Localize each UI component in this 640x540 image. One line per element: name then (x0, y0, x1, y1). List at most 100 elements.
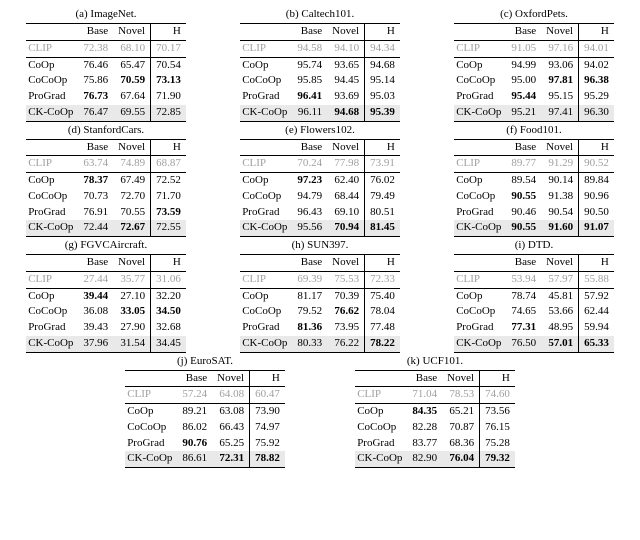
value-cell: 72.85 (151, 105, 186, 121)
method-row: CoCoOp86.0266.4374.97 (125, 420, 285, 436)
header-novel: Novel (212, 370, 249, 387)
header-h: H (250, 370, 285, 387)
method-label: CoOp (26, 57, 78, 73)
value-cell: 86.02 (177, 420, 212, 436)
value-cell: 80.51 (365, 205, 400, 221)
method-label: CK-CoOp (454, 105, 506, 121)
value-cell: 96.30 (579, 105, 614, 121)
value-cell: 76.02 (365, 173, 400, 189)
value-cell: 80.33 (292, 336, 327, 352)
header-row: BaseNovelH (355, 370, 515, 387)
panel-d: (d) StanfordCars. BaseNovelHCLIP63.7474.… (6, 122, 206, 238)
method-row: CoOp89.5490.1489.84 (454, 173, 614, 189)
value-cell: 74.65 (506, 304, 541, 320)
method-row: ProGrad77.3148.9559.94 (454, 320, 614, 336)
value-cell: 91.07 (579, 220, 614, 236)
panel-h: (h) SUN397. BaseNovelHCLIP69.3975.5372.3… (220, 237, 420, 353)
value-cell: 77.98 (327, 156, 364, 173)
value-cell: 73.91 (365, 156, 400, 173)
value-cell: 36.08 (78, 304, 113, 320)
value-cell: 76.47 (78, 105, 113, 121)
value-cell: 60.47 (250, 387, 285, 404)
method-label: CoCoOp (454, 189, 506, 205)
method-row: CoCoOp75.8670.5973.13 (26, 73, 186, 89)
value-cell: 75.28 (480, 436, 515, 452)
method-row: CK-CoOp80.3376.2278.22 (240, 336, 400, 352)
value-cell: 74.97 (250, 420, 285, 436)
value-cell: 65.33 (579, 336, 614, 352)
value-cell: 95.03 (365, 89, 400, 105)
value-cell: 55.88 (579, 271, 614, 288)
value-cell: 90.50 (579, 205, 614, 221)
method-row: CK-CoOp37.9631.5434.45 (26, 336, 186, 352)
value-cell: 94.68 (365, 57, 400, 73)
value-cell: 31.54 (113, 336, 150, 352)
value-cell: 72.55 (151, 220, 186, 236)
value-cell: 39.43 (78, 320, 113, 336)
clip-row: CLIP27.4435.7731.06 (26, 271, 186, 288)
panel-f: (f) Food101. BaseNovelHCLIP89.7791.2990.… (434, 122, 634, 238)
method-row: CK-CoOp95.5670.9481.45 (240, 220, 400, 236)
header-method (355, 370, 407, 387)
panel-c: (c) OxfordPets. BaseNovelHCLIP91.0597.16… (434, 6, 634, 122)
value-cell: 81.45 (365, 220, 400, 236)
header-method (26, 139, 78, 156)
header-novel: Novel (113, 255, 150, 272)
method-label: CK-CoOp (26, 220, 78, 236)
value-cell: 97.41 (541, 105, 578, 121)
panel-i: (i) DTD. BaseNovelHCLIP53.9457.9755.88Co… (434, 237, 634, 353)
method-row: CoOp78.3767.4972.52 (26, 173, 186, 189)
panel-caption: (a) ImageNet. (6, 6, 206, 23)
method-row: CK-CoOp96.1194.6895.39 (240, 105, 400, 121)
value-cell: 65.25 (212, 436, 249, 452)
value-cell: 94.34 (365, 40, 400, 57)
method-label: CLIP (26, 40, 78, 57)
results-table: BaseNovelHCLIP57.2464.0860.47CoOp89.2163… (125, 370, 285, 469)
method-row: CoOp94.9993.0694.02 (454, 57, 614, 73)
method-row: CoCoOp90.5591.3890.96 (454, 189, 614, 205)
clip-row: CLIP91.0597.1694.01 (454, 40, 614, 57)
method-row: CoCoOp95.0097.8196.38 (454, 73, 614, 89)
results-table: BaseNovelHCLIP89.7791.2990.52CoOp89.5490… (454, 139, 614, 238)
header-base: Base (78, 255, 113, 272)
value-cell: 71.70 (151, 189, 186, 205)
method-row: CoCoOp70.7372.7071.70 (26, 189, 186, 205)
method-row: CK-CoOp76.5057.0165.33 (454, 336, 614, 352)
value-cell: 72.38 (78, 40, 113, 57)
value-cell: 32.68 (151, 320, 186, 336)
method-label: ProGrad (125, 436, 177, 452)
header-novel: Novel (327, 255, 364, 272)
method-label: CK-CoOp (454, 220, 506, 236)
value-cell: 70.55 (113, 205, 150, 221)
value-cell: 67.64 (113, 89, 150, 105)
method-label: CK-CoOp (240, 336, 292, 352)
method-label: CoCoOp (454, 304, 506, 320)
value-cell: 94.68 (327, 105, 364, 121)
value-cell: 65.21 (442, 404, 479, 420)
clip-row: CLIP63.7474.8968.87 (26, 156, 186, 173)
value-cell: 76.15 (480, 420, 515, 436)
value-cell: 94.99 (506, 57, 541, 73)
value-cell: 96.38 (579, 73, 614, 89)
value-cell: 71.04 (407, 387, 442, 404)
value-cell: 75.92 (250, 436, 285, 452)
method-label: ProGrad (454, 89, 506, 105)
value-cell: 67.49 (113, 173, 150, 189)
method-label: CK-CoOp (355, 451, 407, 467)
value-cell: 94.02 (579, 57, 614, 73)
header-novel: Novel (541, 24, 578, 41)
value-cell: 95.74 (292, 57, 327, 73)
clip-row: CLIP53.9457.9755.88 (454, 271, 614, 288)
method-row: CoOp78.7445.8157.92 (454, 288, 614, 304)
value-cell: 57.01 (541, 336, 578, 352)
header-row: BaseNovelH (26, 24, 186, 41)
value-cell: 59.94 (579, 320, 614, 336)
value-cell: 68.36 (442, 436, 479, 452)
method-label: CK-CoOp (454, 336, 506, 352)
method-label: CLIP (26, 271, 78, 288)
value-cell: 70.59 (113, 73, 150, 89)
value-cell: 94.45 (327, 73, 364, 89)
method-label: CLIP (454, 271, 506, 288)
value-cell: 70.94 (327, 220, 364, 236)
value-cell: 95.15 (541, 89, 578, 105)
